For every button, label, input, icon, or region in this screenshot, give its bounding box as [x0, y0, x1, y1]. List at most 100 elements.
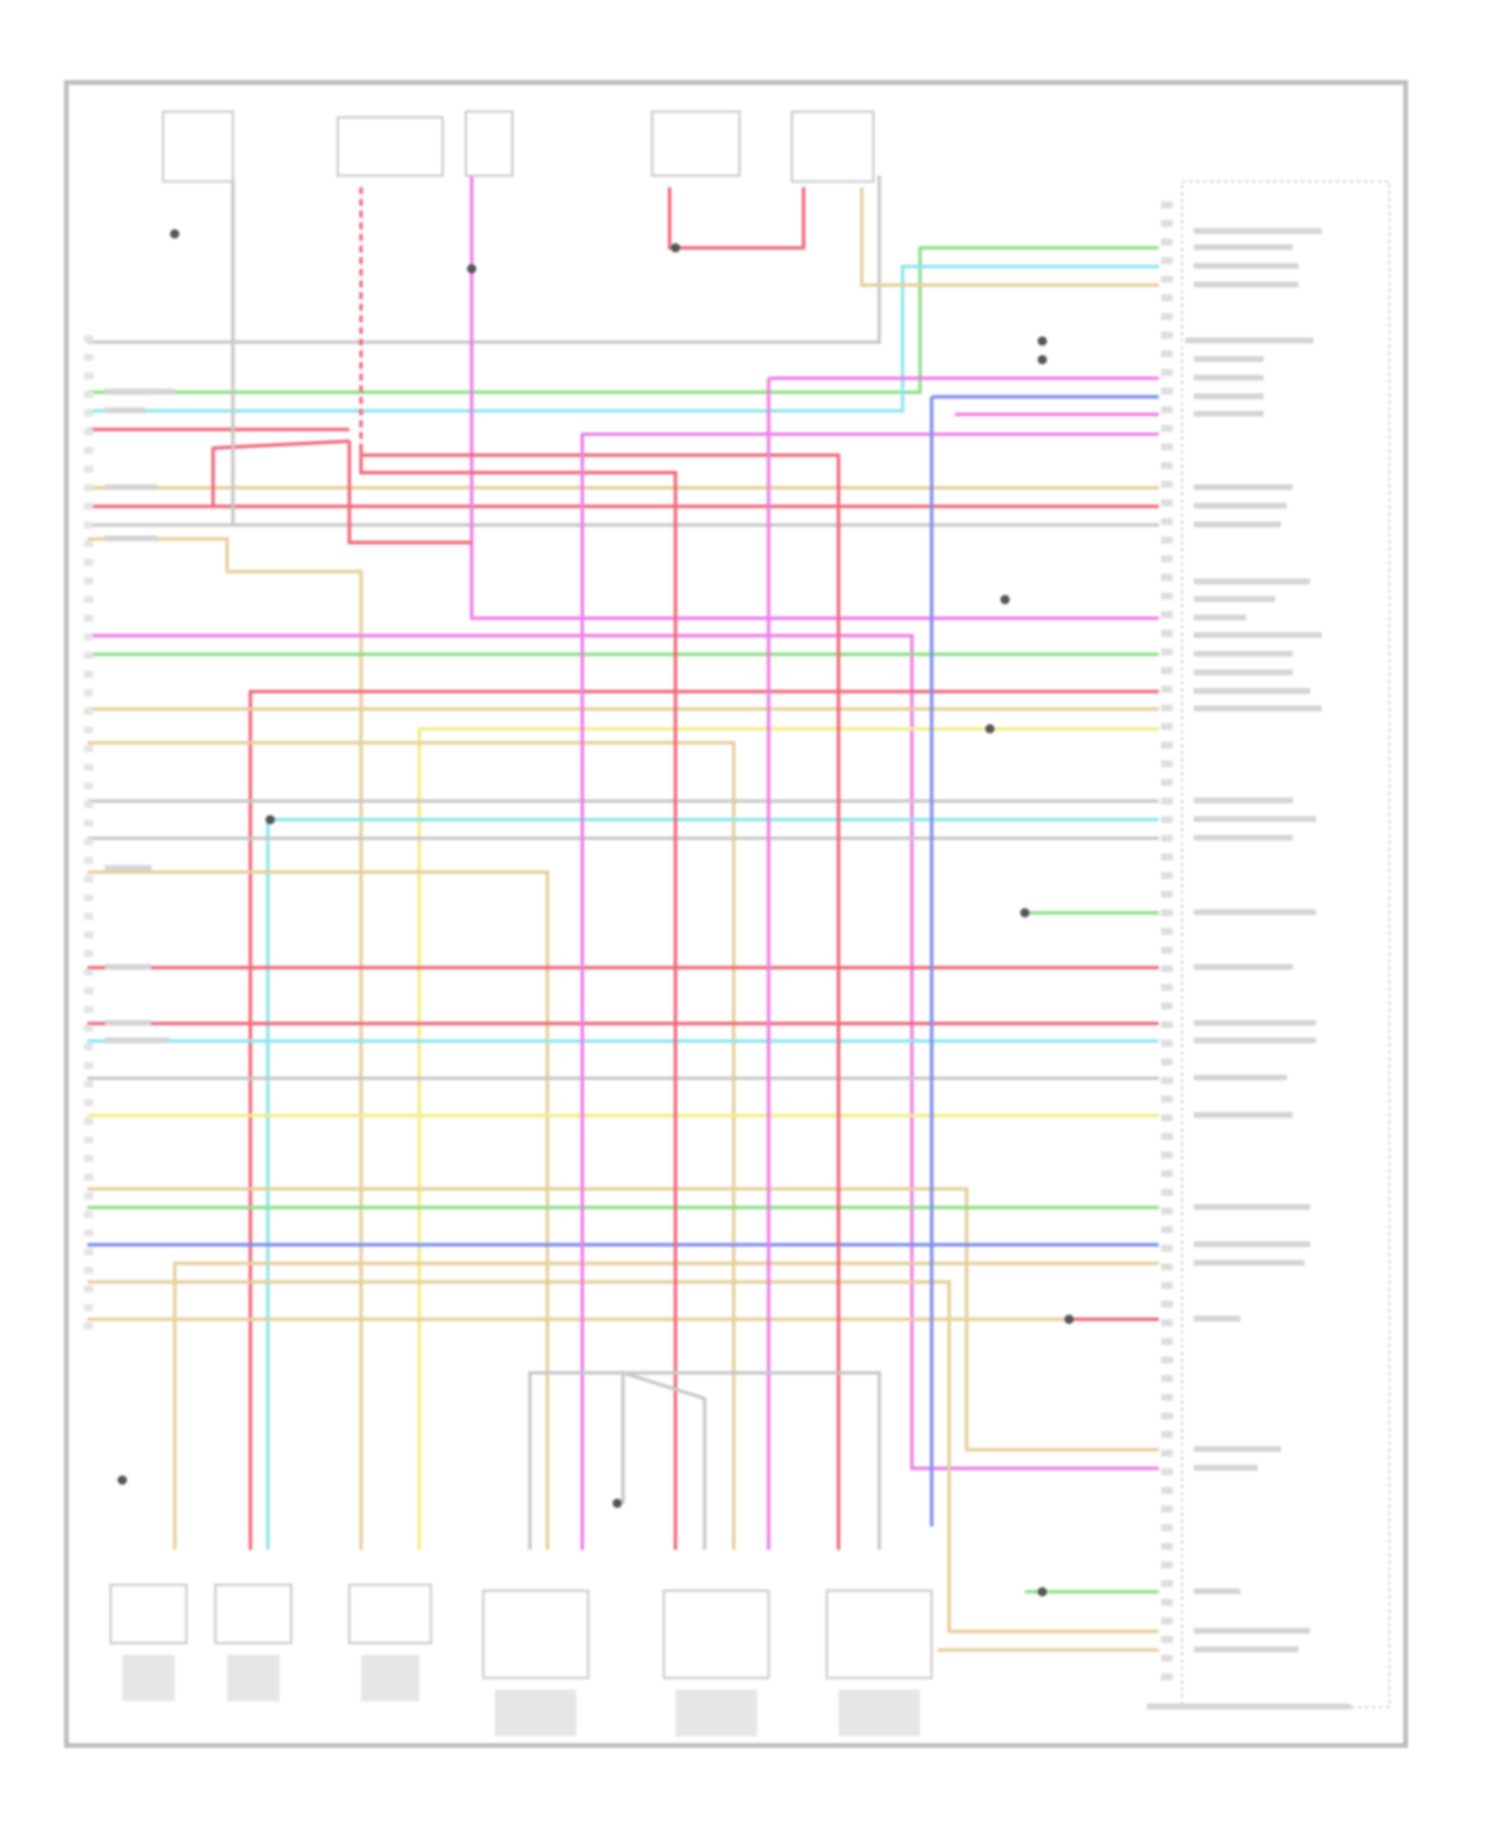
connector-pin	[1161, 1468, 1173, 1476]
sensor-box	[109, 1583, 188, 1645]
wire-gray	[621, 1370, 707, 1550]
connector-pin	[83, 950, 94, 958]
connector-pin	[1161, 1598, 1173, 1606]
label	[1193, 521, 1282, 528]
label	[1193, 614, 1247, 621]
label	[104, 1037, 169, 1044]
wire-pink	[580, 432, 1159, 1550]
component-label	[122, 1654, 175, 1702]
connector-pin	[83, 1229, 94, 1237]
connector-pin	[1161, 1095, 1173, 1103]
label	[1193, 964, 1293, 970]
connector-pin	[1161, 797, 1173, 805]
label	[1193, 909, 1316, 916]
connector-pin	[83, 968, 94, 976]
connector-pin	[1161, 611, 1173, 619]
connector-pin	[1161, 704, 1173, 712]
connector-pin	[83, 745, 94, 753]
connector-pin	[1161, 667, 1173, 675]
label	[1193, 1203, 1311, 1210]
connector-pin	[1161, 778, 1173, 786]
connector-pin	[1161, 1375, 1173, 1383]
connector-pin	[1161, 1449, 1173, 1457]
connector-pin	[1161, 313, 1173, 321]
splice-dot	[1037, 1587, 1047, 1597]
label	[1193, 1646, 1299, 1653]
connector-pin	[1161, 1636, 1173, 1644]
wire-red	[211, 439, 350, 507]
connector-pin	[1161, 1263, 1173, 1271]
component-box	[336, 116, 444, 177]
label	[1193, 1241, 1311, 1248]
connector-pin	[1161, 1244, 1173, 1252]
connector-pin	[1161, 853, 1173, 861]
connector-pin	[83, 838, 94, 846]
wire-red	[667, 187, 806, 250]
label	[1193, 578, 1311, 585]
label	[1193, 1446, 1282, 1453]
connector-pin	[83, 1322, 94, 1330]
component-label	[838, 1689, 921, 1737]
connector-pin	[83, 1210, 94, 1218]
splice-dot	[467, 264, 477, 274]
component-label	[494, 1689, 577, 1737]
connector-pin	[83, 1080, 94, 1088]
connector-pin	[83, 540, 94, 548]
wire-cyan	[87, 264, 1159, 413]
connector-pin	[83, 1192, 94, 1200]
connector-pin	[83, 1024, 94, 1032]
label	[1193, 1037, 1316, 1044]
connector-pin	[1161, 573, 1173, 581]
connector-pin	[1161, 965, 1173, 973]
wire-red	[361, 453, 841, 1550]
splice-dot	[117, 1475, 127, 1485]
wire-tan	[172, 1261, 1159, 1550]
label	[1193, 650, 1293, 657]
connector-pin	[1161, 1542, 1173, 1550]
connector-pin	[83, 707, 94, 715]
connector-pin	[1161, 219, 1173, 227]
connector-pin	[1161, 927, 1173, 935]
label	[1193, 669, 1293, 676]
connector-pin	[1161, 1226, 1173, 1234]
label	[1193, 393, 1264, 400]
connector-pin	[1161, 723, 1173, 730]
connector-pin	[83, 577, 94, 585]
connector-pin	[1161, 368, 1173, 376]
connector-pin	[1161, 1132, 1173, 1140]
label	[1193, 1111, 1293, 1118]
label	[104, 484, 158, 491]
label	[104, 407, 146, 414]
label	[104, 964, 152, 970]
connector-pin	[1161, 257, 1173, 265]
connector-pin	[1161, 1393, 1173, 1401]
component-label	[361, 1654, 420, 1702]
sensor-box	[348, 1583, 433, 1645]
connector-pin	[1161, 1170, 1173, 1178]
connector-pin	[1161, 331, 1173, 339]
splice-dot	[1037, 336, 1047, 346]
connector-pin	[1161, 872, 1173, 880]
connector-pin	[1161, 1300, 1173, 1308]
connector-pin	[1161, 387, 1173, 395]
wire-green	[87, 246, 1159, 395]
label	[1193, 688, 1311, 694]
connector-pin	[1161, 834, 1173, 842]
connector-pin	[83, 651, 94, 659]
connector-pin	[1161, 1617, 1173, 1625]
label	[1193, 374, 1264, 381]
connector-pin	[83, 391, 94, 399]
wire-red	[359, 443, 678, 1550]
connector-pin	[83, 409, 94, 417]
connector-pin	[1161, 1524, 1173, 1532]
connector-pin	[83, 670, 94, 678]
wire-pink	[469, 117, 1159, 620]
connector-pin	[1161, 592, 1173, 600]
connector-pin	[1161, 480, 1173, 488]
connector-pin	[83, 558, 94, 566]
label	[1193, 834, 1293, 841]
connector-pin	[1161, 1356, 1173, 1364]
label	[1147, 1703, 1351, 1710]
label	[1193, 228, 1322, 234]
connector-pin	[83, 633, 94, 641]
